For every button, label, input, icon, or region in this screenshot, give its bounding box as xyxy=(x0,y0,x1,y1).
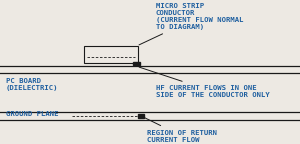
Bar xyxy=(138,114,144,118)
Text: MICRO STRIP
CONDUCTOR
(CURRENT FLOW NORMAL
TO DIAGRAM): MICRO STRIP CONDUCTOR (CURRENT FLOW NORM… xyxy=(139,3,244,45)
Text: HF CURRENT FLOWS IN ONE
SIDE OF THE CONDUCTOR ONLY: HF CURRENT FLOWS IN ONE SIDE OF THE COND… xyxy=(139,67,270,98)
Bar xyxy=(133,62,140,65)
Text: PC BOARD
(DIELECTRIC): PC BOARD (DIELECTRIC) xyxy=(6,78,59,91)
Bar xyxy=(84,46,138,63)
Text: REGION OF RETURN
CURRENT FLOW: REGION OF RETURN CURRENT FLOW xyxy=(143,117,217,143)
Text: GROUND PLANE: GROUND PLANE xyxy=(6,111,59,118)
